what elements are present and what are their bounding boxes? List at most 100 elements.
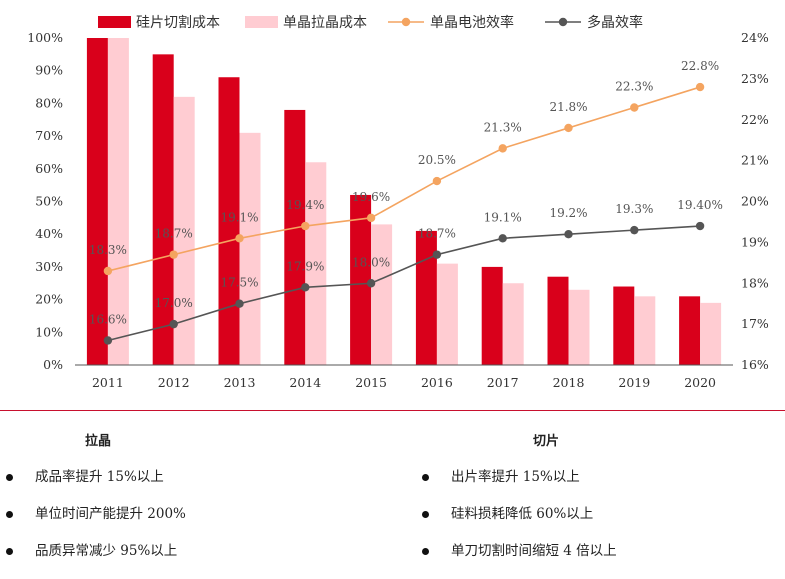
data-label: 18.3%	[89, 243, 127, 257]
list-item: 成品率提升 15%以上	[6, 468, 186, 505]
right-tick-label: 20%	[741, 194, 769, 209]
right-y-axis: 16% 17% 18% 19% 20% 21% 22% 23% 24%	[741, 30, 769, 372]
data-label: 22.3%	[615, 79, 653, 93]
left-tick-label: 80%	[35, 95, 63, 110]
left-tick-label: 100%	[27, 30, 63, 45]
bar-2019-s0	[613, 286, 635, 365]
data-label: 16.6%	[89, 312, 127, 326]
data-label: 18.0%	[352, 255, 390, 269]
point-2015-s1	[366, 279, 376, 288]
line-series: 18.3% 18.7% 19.1% 19.4% 19.6% 20.5% 21.3% 21.8%…	[89, 59, 723, 345]
list-item: 品质异常减少 95%以上	[6, 542, 186, 579]
point-2020-s1	[695, 221, 705, 231]
bar-2019-s1	[634, 296, 656, 365]
x-tick-label: 2015	[355, 375, 387, 390]
bullet-icon	[422, 511, 429, 518]
bar-2012-s0	[152, 54, 174, 365]
bar-series	[86, 38, 722, 366]
data-label: 19.1%	[220, 210, 258, 224]
point-2012-s1	[169, 319, 178, 329]
left-tick-label: 40%	[35, 226, 63, 241]
bar-2012-s1	[173, 96, 195, 366]
data-label: 17.9%	[286, 259, 324, 273]
right-tick-label: 18%	[741, 275, 769, 290]
list-item: 单刀切割时间缩短 4 倍以上	[422, 542, 617, 579]
data-label: 18.7%	[418, 227, 456, 241]
point-2015-s0	[366, 213, 376, 223]
bar-2017-s0	[481, 266, 503, 365]
right-tick-label: 21%	[741, 153, 769, 168]
data-label: 19.3%	[615, 202, 653, 216]
data-label: 17.0%	[155, 296, 193, 310]
line-series-1	[107, 225, 701, 342]
data-label: 19.6%	[352, 190, 390, 204]
point-2018-s1	[564, 230, 573, 239]
data-label: 20.5%	[418, 153, 456, 167]
legend-swatch	[245, 16, 278, 28]
right-tick-label: 17%	[741, 316, 769, 331]
x-tick-label: 2013	[224, 375, 256, 390]
point-2011-s1	[103, 336, 113, 345]
left-tick-label: 20%	[35, 292, 63, 307]
line-series-0	[107, 86, 701, 272]
left-section-heading: 拉晶	[85, 434, 112, 449]
right-section-heading: 切片	[533, 434, 560, 449]
x-tick-label: 2017	[487, 375, 519, 390]
left-tick-label: 60%	[35, 161, 63, 176]
x-tick-label: 2011	[92, 375, 124, 390]
right-tick-label: 19%	[741, 234, 769, 249]
legend-marker	[558, 17, 568, 27]
bar-2011-s1	[107, 38, 129, 365]
left-tick-label: 70%	[35, 128, 63, 143]
data-label: 22.8%	[681, 59, 719, 73]
bullet-icon	[422, 474, 429, 481]
bar-2014-s0	[284, 109, 306, 365]
x-tick-label: 2019	[618, 375, 650, 390]
list-item: 出片率提升 15%以上	[422, 468, 617, 505]
point-2012-s0	[169, 250, 178, 259]
legend-label: 单晶电池效率	[430, 14, 514, 31]
x-tick-label: 2020	[684, 375, 716, 390]
combo-chart: 硅片切割成本 单晶拉晶成本 单晶电池效率 多晶效率 0% 10% 20% 30% 40% 50%…	[27, 14, 769, 390]
bar-2011-s0	[86, 38, 108, 365]
point-2013-s1	[235, 299, 244, 308]
x-tick-label: 2012	[158, 375, 190, 390]
legend-swatch	[98, 16, 131, 28]
left-tick-label: 10%	[35, 324, 63, 339]
bar-2017-s1	[502, 283, 524, 365]
point-2019-s1	[630, 225, 639, 235]
point-2020-s0	[695, 82, 705, 92]
legend-label: 硅片切割成本	[136, 14, 220, 31]
data-label: 18.7%	[155, 227, 193, 241]
bar-2018-s0	[547, 276, 569, 365]
bar-2016-s1	[436, 263, 458, 365]
data-label: 19.1%	[484, 210, 522, 224]
point-2014-s0	[301, 221, 310, 231]
right-tick-label: 23%	[741, 71, 769, 86]
data-label: 19.4%	[286, 198, 324, 212]
legend-label: 单晶拉晶成本	[283, 15, 367, 31]
right-bullet-list: 出片率提升 15%以上 硅料损耗降低 60%以上 单刀切割时间缩短 4 倍以上	[422, 468, 617, 579]
point-2017-s0	[498, 144, 507, 153]
legend-label: 多晶效率	[587, 14, 643, 31]
point-2016-s1	[432, 250, 442, 259]
bar-2016-s0	[415, 230, 437, 365]
left-tick-label: 90%	[35, 63, 63, 78]
data-label: 19.40%	[677, 198, 723, 212]
list-item: 单位时间产能提升 200%	[6, 505, 186, 542]
bullet-icon	[6, 474, 13, 481]
legend-marker	[401, 17, 411, 27]
x-tick-label: 2016	[421, 375, 453, 390]
bar-2020-s1	[700, 302, 722, 365]
bullet-icon	[6, 548, 13, 555]
x-tick-label: 2018	[553, 375, 585, 390]
point-2017-s1	[498, 234, 507, 243]
bar-2020-s0	[679, 296, 701, 365]
point-2019-s0	[630, 103, 639, 112]
left-y-axis: 0% 10% 20% 30% 40% 50% 60% 70% 80% 90% 100%	[27, 30, 63, 372]
data-label: 19.2%	[549, 206, 587, 220]
bar-2015-s0	[350, 194, 372, 365]
bullet-icon	[422, 548, 429, 555]
point-2014-s1	[301, 283, 310, 292]
point-2011-s0	[103, 266, 113, 276]
